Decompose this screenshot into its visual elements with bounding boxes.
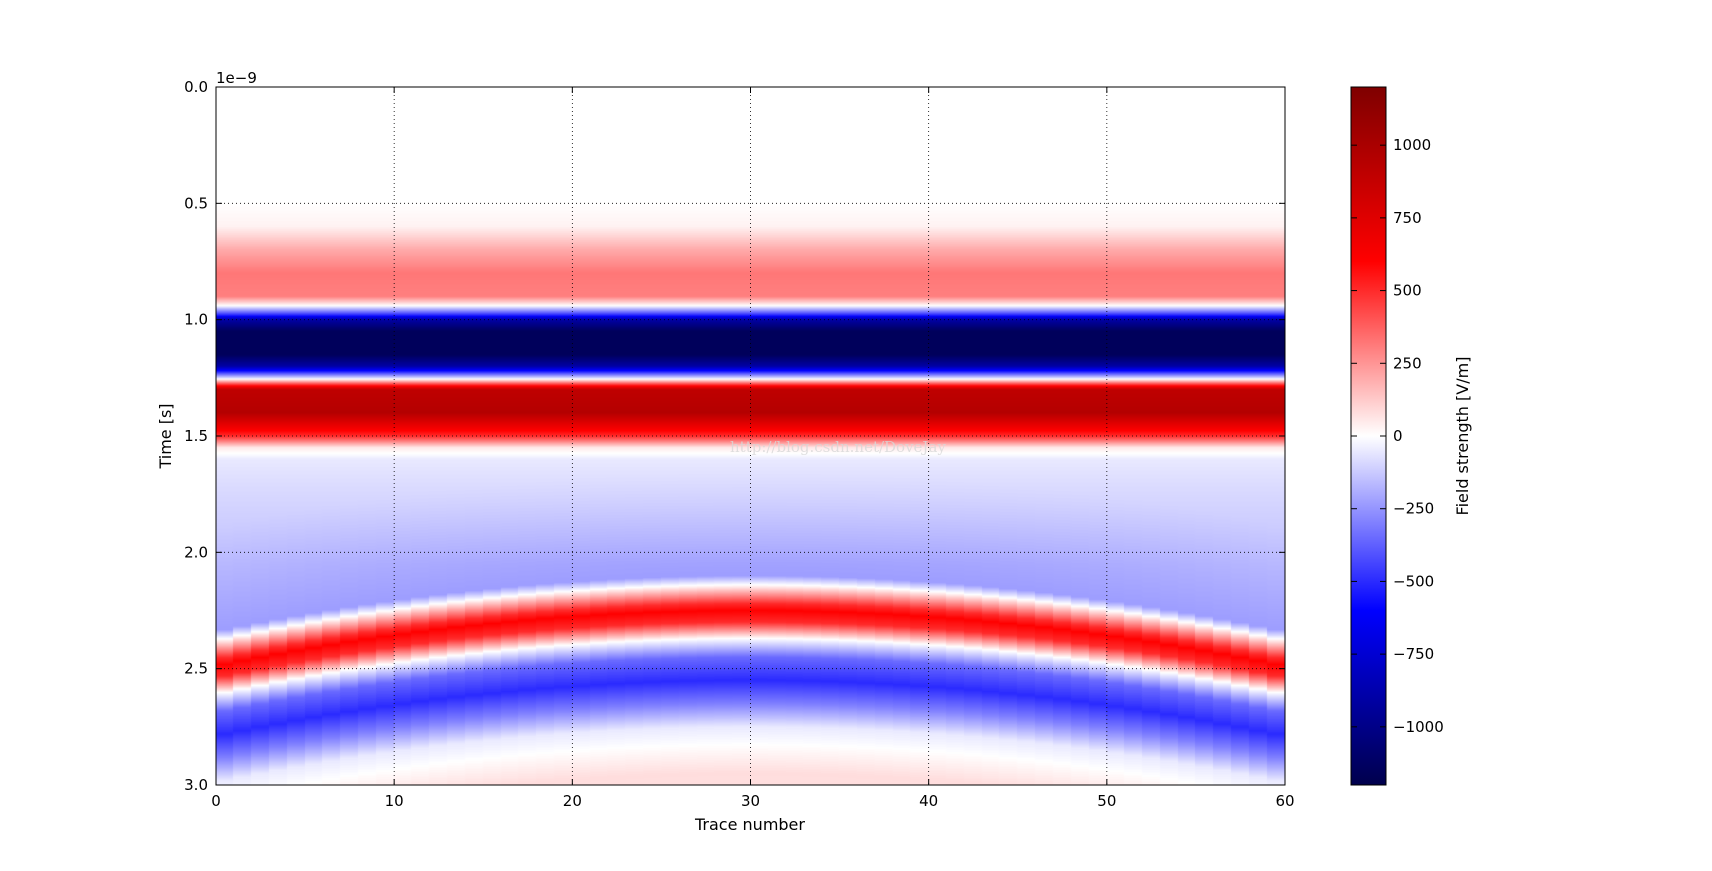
colorbar-tick-label: 500 [1393,282,1422,300]
y-offset-text: 1e−9 [216,69,257,87]
y-tick-label: 2.5 [184,660,208,678]
y-tick-label: 0.0 [184,78,208,96]
x-axis-ticks: 0 10 20 30 40 50 60 [211,87,1295,810]
y-tick-label: 1.5 [184,427,208,445]
colorbar-tick-label: −500 [1393,572,1434,590]
x-tick-label: 30 [741,792,760,810]
colorbar-tick-label: 1000 [1393,136,1431,154]
y-tick-label: 2.0 [184,543,208,561]
x-tick-label: 0 [211,792,221,810]
x-tick-label: 40 [919,792,938,810]
grid-lines [216,87,1285,785]
y-tick-label: 3.0 [184,776,208,794]
y-axis-ticks: 0.0 0.5 1.0 1.5 2.0 2.5 3.0 [184,78,1285,794]
colorbar-tick-label: −750 [1393,645,1434,663]
colorbar-tick-label: 0 [1393,427,1403,445]
x-axis-label: Trace number [694,815,805,834]
y-tick-label: 1.0 [184,311,208,329]
colorbar-ticks: 1000 750 500 250 0 −250 −500 −750 −1000 [1351,136,1444,736]
y-axis-label: Time [s] [156,403,175,469]
x-tick-label: 60 [1275,792,1294,810]
colorbar-tick-label: 750 [1393,209,1422,227]
colorbar-tick-label: 250 [1393,354,1422,372]
colorbar-tick-label: −1000 [1393,718,1444,736]
y-tick-label: 0.5 [184,194,208,212]
x-tick-label: 20 [563,792,582,810]
colorbar-tick-label: −250 [1393,500,1434,518]
colorbar-label: Field strength [V/m] [1453,357,1472,516]
watermark-text: http://blog.csdn.net/DoveJay [730,438,946,456]
x-tick-label: 50 [1097,792,1116,810]
x-tick-label: 10 [385,792,404,810]
